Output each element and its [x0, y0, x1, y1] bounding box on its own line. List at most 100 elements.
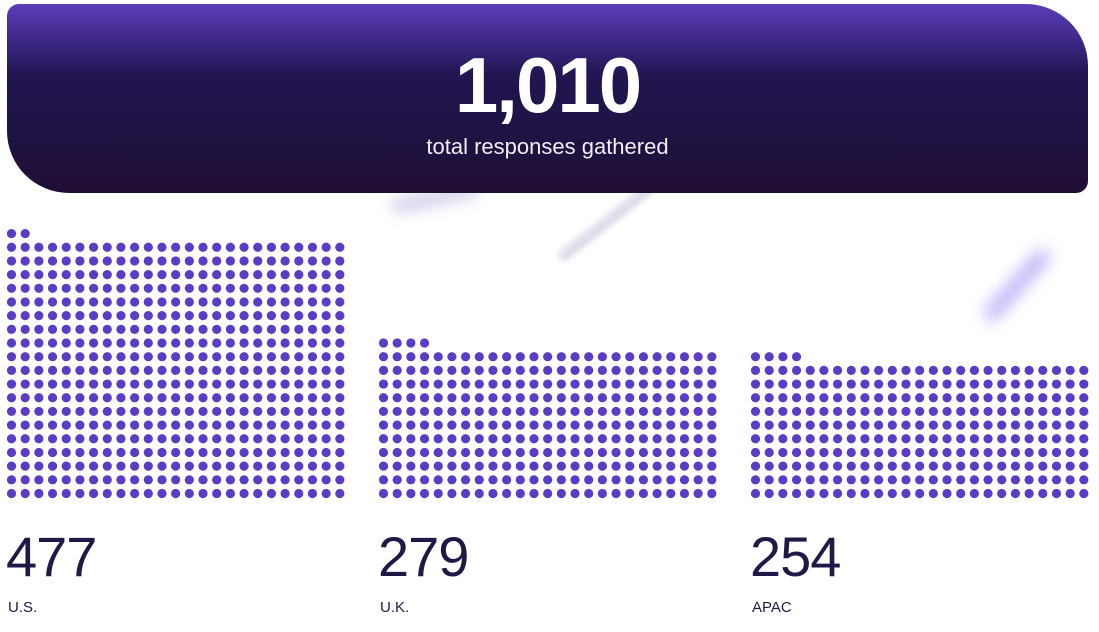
dot: [184, 420, 194, 430]
dot: [874, 379, 884, 389]
dot: [266, 434, 277, 444]
dot: [983, 406, 993, 417]
dot: [474, 365, 484, 375]
dot: [419, 352, 430, 362]
dot: [874, 434, 884, 444]
dot: [212, 420, 222, 430]
dot: [764, 352, 774, 362]
dot: [791, 352, 802, 362]
dot: [184, 475, 194, 485]
dot: [88, 311, 99, 321]
dot: [75, 270, 85, 280]
dot: [611, 420, 621, 430]
dot: [474, 475, 484, 485]
dot: [543, 365, 553, 375]
dot: [983, 488, 993, 499]
dot: [61, 365, 71, 375]
dot: [1024, 475, 1034, 485]
dot: [1024, 365, 1034, 375]
dot: [225, 297, 235, 307]
dot: [447, 488, 457, 499]
dot: [116, 461, 126, 471]
dot: [47, 447, 58, 458]
dot: [419, 338, 430, 348]
dot: [901, 447, 911, 458]
dot: [157, 283, 167, 293]
dot: [832, 406, 843, 417]
dot: [502, 365, 512, 375]
dot: [307, 447, 318, 458]
dot: [198, 365, 208, 375]
dot: [335, 393, 345, 403]
dot: [6, 420, 17, 430]
dot: [116, 338, 126, 348]
dot: [1051, 365, 1062, 375]
dot: [584, 352, 594, 362]
dot: [819, 393, 829, 403]
dot: [75, 406, 85, 417]
dot: [184, 461, 194, 471]
dot: [116, 242, 126, 252]
dot: [764, 420, 774, 430]
dot: [1024, 393, 1034, 403]
dot: [1038, 488, 1048, 499]
dot: [887, 447, 897, 458]
dot: [543, 447, 553, 458]
dot: [901, 420, 911, 430]
dot: [184, 283, 194, 293]
dot: [307, 242, 318, 252]
dot: [447, 393, 457, 403]
dot: [225, 475, 235, 485]
dot: [157, 256, 167, 266]
dot: [6, 379, 17, 389]
dot: [570, 379, 580, 389]
dot: [791, 461, 802, 471]
dot: [198, 393, 208, 403]
dot: [474, 461, 484, 471]
dot: [433, 406, 443, 417]
dot: [832, 393, 843, 403]
dot: [791, 379, 802, 389]
dot: [406, 393, 416, 403]
dot: [266, 406, 277, 417]
dot: [652, 352, 662, 362]
dot: [406, 352, 416, 362]
dot: [819, 447, 829, 458]
dot: [419, 461, 430, 471]
dot: [846, 461, 856, 471]
dot: [392, 420, 402, 430]
dot: [819, 420, 829, 430]
dot: [20, 379, 30, 389]
dot: [20, 297, 30, 307]
dot: [488, 379, 498, 389]
dot: [34, 393, 44, 403]
dot-group-apac: [750, 352, 1089, 499]
dot: [556, 365, 566, 375]
dot: [130, 270, 140, 280]
dot: [116, 365, 126, 375]
dot: [556, 461, 566, 471]
dot: [307, 324, 318, 334]
dot: [874, 461, 884, 471]
dot: [116, 447, 126, 458]
dot: [294, 434, 304, 444]
dot: [1038, 420, 1048, 430]
dot: [392, 393, 402, 403]
dot: [860, 461, 870, 471]
dot: [198, 352, 208, 362]
dot: [832, 475, 843, 485]
dot: [474, 488, 484, 499]
dot: [956, 420, 966, 430]
dot: [34, 406, 44, 417]
dot: [47, 311, 58, 321]
dot: [378, 447, 389, 458]
dot: [280, 365, 290, 375]
dot: [997, 379, 1007, 389]
dot: [887, 434, 897, 444]
dot: [75, 461, 85, 471]
dot: [887, 379, 897, 389]
dot: [460, 379, 471, 389]
dot: [335, 283, 345, 293]
dot: [693, 352, 703, 362]
dot: [116, 256, 126, 266]
